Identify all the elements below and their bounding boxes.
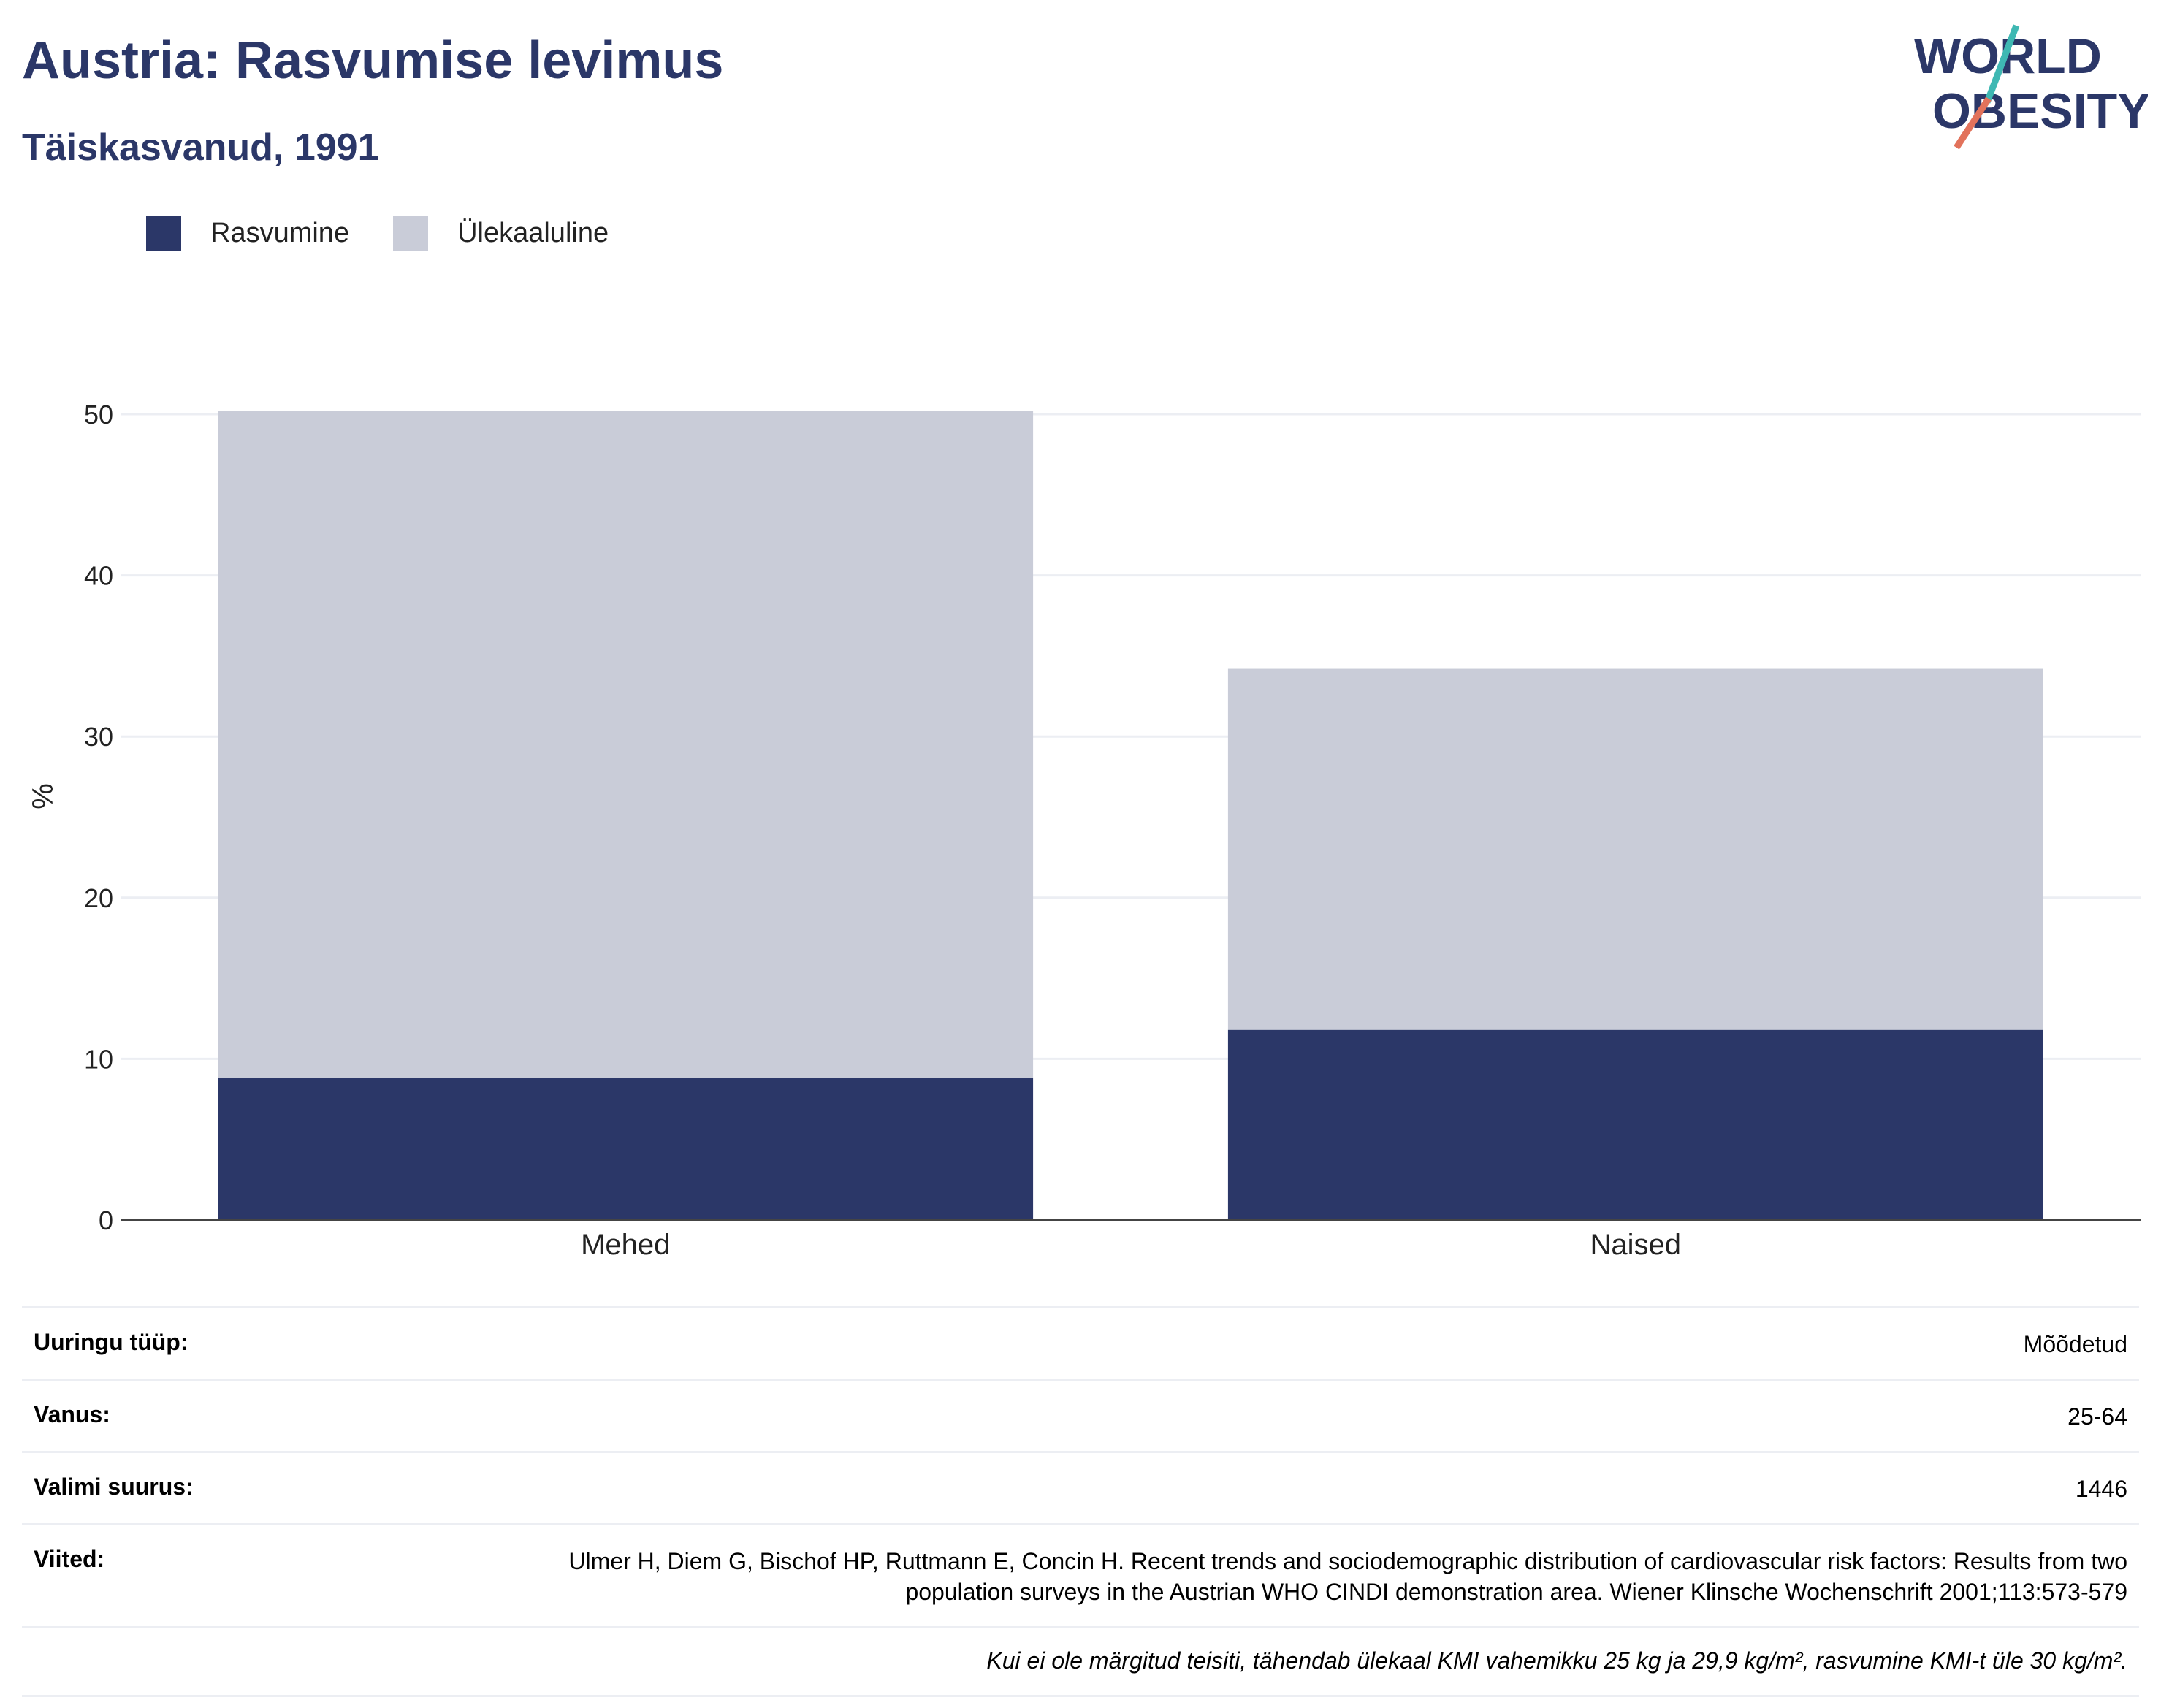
x-tick-label: Mehed — [581, 1229, 670, 1261]
legend-swatch-rasvumine — [146, 216, 181, 251]
legend-label-ulekaaluline: Ülekaaluline — [457, 217, 609, 248]
y-axis-label: % — [27, 783, 59, 809]
bar-lekaaluline-mehed — [218, 411, 1034, 1078]
meta-row-sample-size: Valimi suurus: 1446 — [22, 1451, 2139, 1523]
meta-value: Mõõdetud — [2023, 1331, 2127, 1357]
legend-swatch-ulekaaluline — [393, 216, 429, 251]
x-tick-label: Naised — [1590, 1229, 1681, 1261]
meta-label: Viited: — [34, 1546, 105, 1572]
y-tick-label: 50 — [84, 400, 113, 430]
definition-note: Kui ei ole märgitud teisiti, tähendab ül… — [22, 1626, 2139, 1697]
bar-rasvumine-mehed — [218, 1078, 1034, 1220]
meta-label: Vanus: — [34, 1401, 110, 1427]
logo-slash-top — [1983, 24, 2020, 104]
world-obesity-logo: WORLD OBESITY — [1914, 24, 2148, 150]
bar-rasvumine-naised — [1227, 1029, 2043, 1220]
y-tick-label: 0 — [99, 1205, 113, 1235]
chart-subtitle: Täiskasvanud, 1991 — [22, 126, 379, 169]
bar-chart: 0 10 20 30 40 50% Mehed Naised — [27, 400, 2141, 1261]
meta-value: 1446 — [2075, 1476, 2127, 1502]
bar-lekaaluline-naised — [1227, 668, 2043, 1030]
metadata-table: Uuringu tüüp: Mõõdetud Vanus: 25-64 Vali… — [22, 1306, 2139, 1697]
y-tick-label: 30 — [84, 722, 113, 752]
meta-label: Uuringu tüüp: — [34, 1329, 188, 1355]
meta-row-survey-type: Uuringu tüüp: Mõõdetud — [22, 1306, 2139, 1379]
meta-value: 25-64 — [2067, 1403, 2127, 1430]
legend-item-rasvumine[interactable]: Rasvumine — [146, 216, 349, 251]
meta-label: Valimi suurus: — [34, 1473, 194, 1500]
logo-slash-bottom — [1954, 96, 1992, 150]
chart-title: Austria: Rasvumise levimus — [22, 31, 724, 90]
legend-label-rasvumine: Rasvumine — [210, 217, 350, 248]
meta-row-age: Vanus: 25-64 — [22, 1379, 2139, 1451]
y-tick-label: 40 — [84, 561, 113, 591]
legend-item-ulekaaluline[interactable]: Ülekaaluline — [393, 216, 609, 251]
chart-legend: Rasvumine Ülekaaluline — [146, 216, 652, 251]
reference-text: Ulmer H, Diem G, Bischof HP, Ruttmann E,… — [568, 1548, 2127, 1605]
y-tick-label: 20 — [84, 883, 113, 913]
y-tick-label: 10 — [84, 1044, 113, 1074]
meta-row-references: Viited: Ulmer H, Diem G, Bischof HP, Rut… — [22, 1523, 2139, 1626]
